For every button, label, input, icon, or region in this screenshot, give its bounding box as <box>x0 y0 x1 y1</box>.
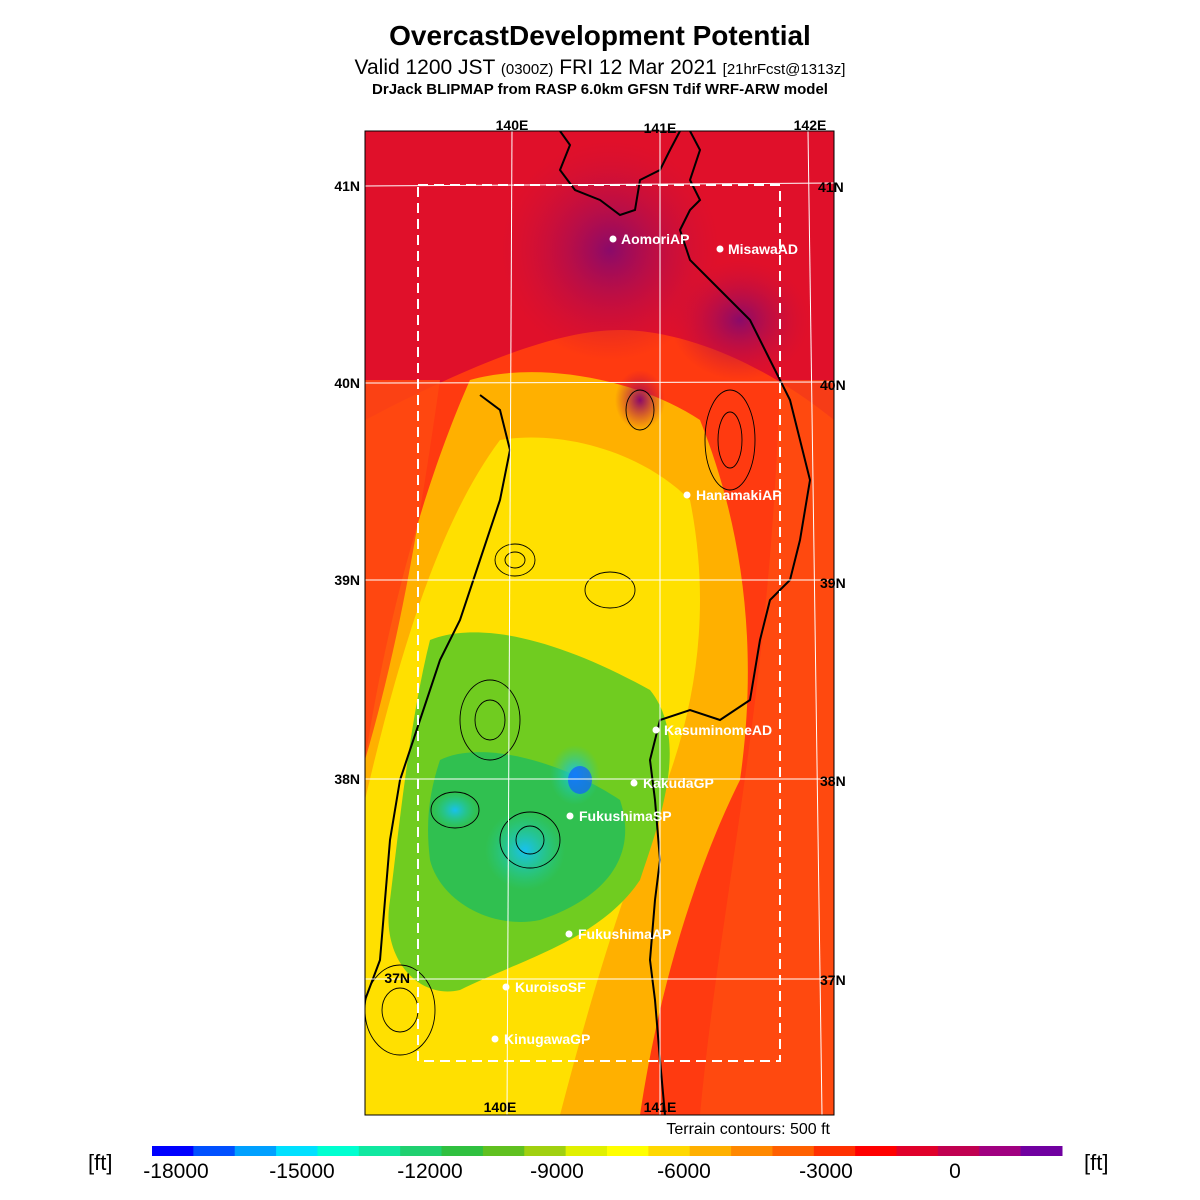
lat-left-label: 37N <box>384 970 410 986</box>
site-fukushimasp[interactable]: FukushimaSP <box>566 808 672 824</box>
lat-right-label: 37N <box>820 972 846 988</box>
colorbar-tick: 0 <box>949 1160 961 1183</box>
model-line: DrJack BLIPMAP from RASP 6.0km GFSN Tdif… <box>372 81 828 98</box>
colorbar-tick: -18000 <box>143 1160 209 1183</box>
colorbar-swatch <box>937 1146 980 1156</box>
site-misawaad[interactable]: MisawaAD <box>716 241 799 257</box>
svg-text:FukushimaAP: FukushimaAP <box>578 926 671 942</box>
svg-text:KuroisoSF: KuroisoSF <box>515 979 586 995</box>
colorbar-swatch <box>855 1146 898 1156</box>
map-frame <box>364 130 835 1116</box>
site-fukushimaap[interactable]: FukushimaAP <box>565 926 672 942</box>
colorbar-swatch <box>689 1146 732 1156</box>
lon-top-label: 141E <box>644 120 677 136</box>
valid-prefix: Valid 1200 JST <box>354 56 496 79</box>
site-kakudagp[interactable]: KakudaGP <box>630 775 714 791</box>
colorbar-swatch <box>731 1146 773 1156</box>
svg-text:KakudaGP: KakudaGP <box>643 775 714 791</box>
svg-text:AomoriAP: AomoriAP <box>621 231 689 247</box>
lon-top-label: 142E <box>794 117 827 133</box>
graticule <box>365 131 834 1115</box>
site-kinugawagp[interactable]: KinugawaGP <box>491 1031 591 1047</box>
colorbar-swatch <box>813 1146 856 1156</box>
colorbar-tick: -9000 <box>530 1160 584 1183</box>
colorbar-swatch <box>565 1146 608 1156</box>
svg-text:KasuminomeAD: KasuminomeAD <box>664 722 772 738</box>
site-aomoriap[interactable]: AomoriAP <box>609 231 690 247</box>
colorbar-swatch <box>979 1146 1022 1156</box>
colorbar-tick: -12000 <box>397 1160 463 1183</box>
colorbar-swatch <box>896 1146 939 1156</box>
colorbar-swatch <box>1020 1146 1063 1156</box>
lat-right-label: 39N <box>820 575 846 591</box>
colorbar-swatch <box>400 1146 443 1156</box>
svg-text:MisawaAD: MisawaAD <box>728 241 798 257</box>
lat-right-label: 40N <box>820 377 846 393</box>
colorbar-tick: -15000 <box>269 1160 335 1183</box>
terrain-contour-note: Terrain contours: 500 ft <box>666 1121 830 1138</box>
svg-text:FukushimaSP: FukushimaSP <box>579 808 672 824</box>
lon-bottom-label: 140E <box>484 1099 517 1115</box>
colorbar-tick: -3000 <box>799 1160 853 1183</box>
colorbar-swatch <box>152 1146 194 1156</box>
colorbar-swatch <box>234 1146 277 1156</box>
colorbar <box>152 1146 1063 1156</box>
colorbar-swatch <box>317 1146 360 1156</box>
colorbar-swatch <box>193 1146 236 1156</box>
lat-right-label: 38N <box>820 773 846 789</box>
lon-top-label: 140E <box>496 117 529 133</box>
svg-text:HanamakiAP: HanamakiAP <box>696 487 782 503</box>
site-markers: AomoriAP MisawaAD HanamakiAP KasuminomeA… <box>491 231 799 1047</box>
lon-bottom-label: 141E <box>644 1099 677 1115</box>
terrain-contours <box>365 389 756 1056</box>
colorbar-swatch <box>482 1146 525 1156</box>
lat-left-label: 38N <box>334 771 360 787</box>
svg-text:KinugawaGP: KinugawaGP <box>504 1031 590 1047</box>
lat-left-label: 39N <box>334 572 360 588</box>
colorbar-unit-left: [ft] <box>88 1150 113 1175</box>
valid-date: FRI 12 Mar 2021 <box>559 56 717 79</box>
valid-utc: (0300Z) <box>500 61 554 78</box>
colorbar-swatch <box>276 1146 318 1156</box>
colorbar-swatch <box>524 1146 567 1156</box>
colorbar-swatch <box>607 1146 649 1156</box>
colorbar-unit-right: [ft] <box>1084 1150 1109 1175</box>
colorbar-swatch <box>441 1146 484 1156</box>
inner-domain-box <box>417 184 781 1062</box>
colorbar-swatch <box>358 1146 401 1156</box>
lat-right-label: 41N <box>818 179 844 195</box>
map-title: OvercastDevelopment Potential <box>389 20 811 51</box>
valid-time-line: Valid 1200 JST (0300Z) FRI 12 Mar 2021 [… <box>0 56 1200 80</box>
site-hanamakiap[interactable]: HanamakiAP <box>683 487 782 503</box>
site-kuroisosf[interactable]: KuroisoSF <box>502 979 587 995</box>
forecast-info: [21hrFcst@1313z] <box>722 61 846 78</box>
colorbar-tick: -6000 <box>657 1160 711 1183</box>
colorbar-swatch <box>772 1146 815 1156</box>
colorbar-swatch <box>648 1146 691 1156</box>
lat-left-label: 41N <box>334 178 360 194</box>
lat-left-label: 40N <box>334 375 360 391</box>
site-kasuminomead[interactable]: KasuminomeAD <box>652 722 773 738</box>
